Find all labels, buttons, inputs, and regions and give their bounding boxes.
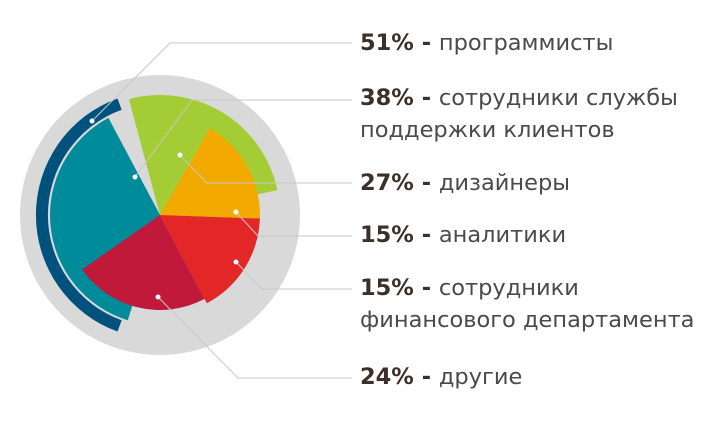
legend-label-1: 38% - сотрудники службы — [360, 83, 678, 114]
legend-percent-1: 38% — [360, 85, 414, 111]
legend-text-2: дизайнеры — [438, 170, 571, 196]
legend-text-3: аналитики — [438, 222, 567, 248]
legend-text-4-cont: финансового департамента — [360, 307, 695, 333]
legend-label-1-line2: поддержки клиентов — [360, 115, 615, 146]
legend-text-1: сотрудники службы — [438, 85, 678, 111]
legend-separator-1: - — [413, 85, 439, 111]
legend-label-4-line2: финансового департамента — [360, 305, 694, 336]
leader-anchor-0 — [89, 118, 95, 124]
legend-label-5: 24% - другие — [360, 362, 522, 393]
pie-slice-5 — [35, 98, 122, 332]
legend-percent-0: 51% — [360, 30, 414, 56]
leader-anchor-5 — [155, 294, 161, 300]
pie-slice-2 — [160, 128, 260, 219]
legend-label-0: 51% - программисты — [360, 28, 613, 59]
legend-separator-2: - — [413, 170, 439, 196]
legend-label-4: 15% - сотрудники — [360, 273, 579, 304]
legend-percent-3: 15% — [360, 222, 414, 248]
leader-anchor-1 — [132, 174, 138, 180]
legend-separator-3: - — [413, 222, 439, 248]
leader-anchor-2 — [177, 152, 183, 158]
legend-text-4: сотрудники — [438, 275, 579, 301]
legend-label-2: 27% - дизайнеры — [360, 168, 570, 199]
legend-separator-5: - — [413, 364, 439, 390]
leader-line-0 — [91, 42, 352, 122]
pie-slice-3 — [160, 215, 260, 304]
leader-line-3 — [235, 211, 352, 237]
leader-line-2 — [179, 154, 352, 184]
legend-percent-2: 27% — [360, 170, 414, 196]
legend-label-3: 15% - аналитики — [360, 220, 566, 251]
legend-text-0: программисты — [438, 30, 614, 56]
legend-text-1-cont: поддержки клиентов — [360, 117, 615, 143]
leader-line-1 — [134, 99, 352, 178]
leader-anchor-3 — [233, 209, 239, 215]
legend-separator-0: - — [413, 30, 439, 56]
pie-slice-4 — [82, 215, 205, 311]
leader-anchor-4 — [233, 259, 239, 265]
legend-percent-5: 24% — [360, 364, 414, 390]
leader-line-4 — [235, 261, 352, 290]
legend-separator-4: - — [413, 275, 439, 301]
legend-percent-4: 15% — [360, 275, 414, 301]
legend-text-5: другие — [438, 364, 523, 390]
leader-line-5 — [157, 296, 352, 379]
